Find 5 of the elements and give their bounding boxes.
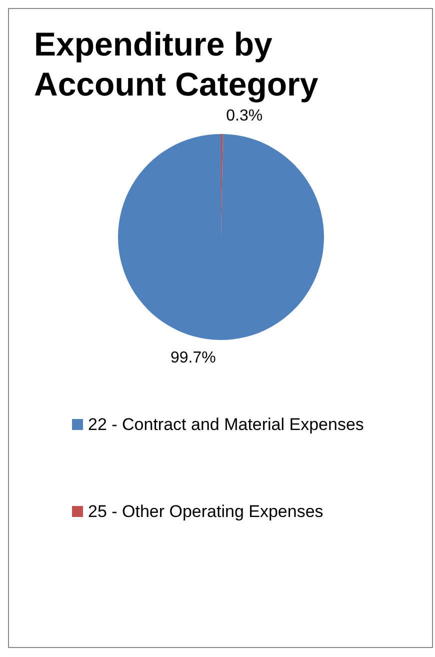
data-label: 0.3% — [226, 108, 263, 125]
data-label: 99.7% — [170, 349, 216, 366]
legend-label: 22 - Contract and Material Expenses — [88, 415, 364, 434]
chart-title: Expenditure by Account Category — [34, 26, 319, 102]
legend-label: 25 - Other Operating Expenses — [88, 502, 324, 521]
